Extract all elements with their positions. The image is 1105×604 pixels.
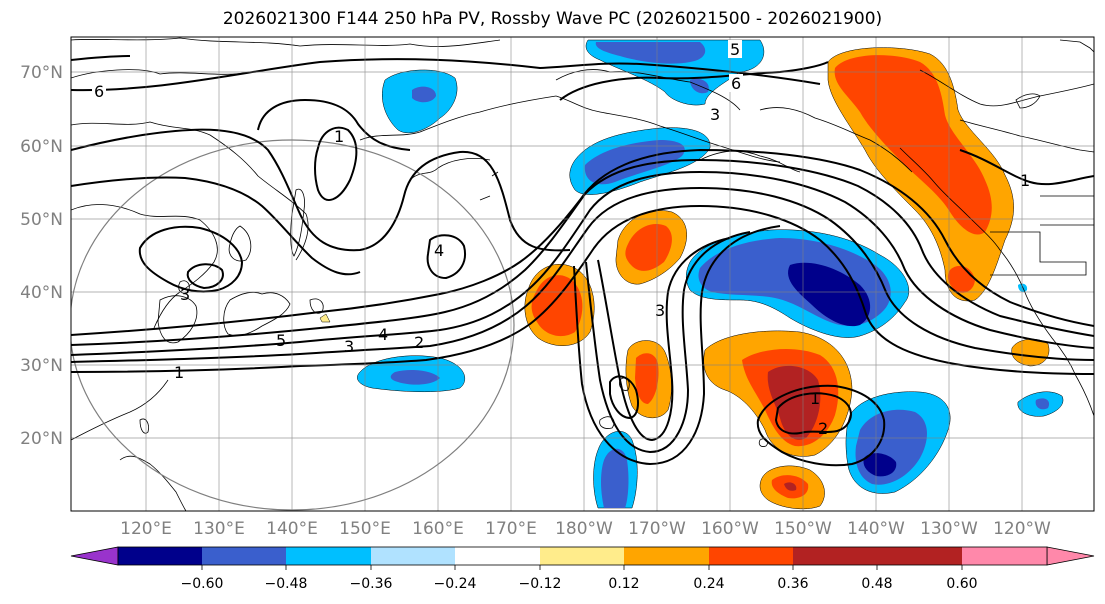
lon-label: 120°E [120, 519, 172, 539]
contour-labels: 6 5 6 1 4 3 5 4 3 2 1 3 1 2 1 3 [92, 40, 1030, 438]
colorbar-tick-label: 0.12 [608, 576, 639, 592]
lon-label: 120°W [993, 519, 1051, 539]
contour-label: 1 [334, 127, 344, 146]
colorbar-segment [118, 547, 203, 565]
contour-label: 3 [710, 105, 720, 124]
colorbar-tick-label: −0.48 [265, 576, 308, 592]
contour-label: 1 [1020, 171, 1030, 190]
lon-label: 140°W [847, 519, 905, 539]
lon-label: 130°E [193, 519, 245, 539]
contour-label: 6 [94, 82, 104, 101]
colorbar-segment [540, 547, 625, 565]
colorbar-segment [624, 547, 709, 565]
map-area: 6 5 6 1 4 3 5 4 3 2 1 3 1 2 1 3 [71, 37, 1094, 511]
contour-label: 1 [174, 363, 184, 382]
lon-label: 170°E [485, 519, 537, 539]
colorbar-tick-label: 0.60 [946, 576, 977, 592]
contour-label: 3 [180, 285, 190, 304]
contour-label: 2 [818, 419, 828, 438]
contour-label: 4 [434, 241, 444, 260]
lat-label: 60°N [20, 137, 63, 157]
colorbar-tick-label: −0.60 [181, 576, 224, 592]
contour-label: 2 [414, 333, 424, 352]
lat-label: 70°N [20, 63, 63, 83]
colorbar-segment [877, 547, 962, 565]
graticule [71, 37, 1094, 511]
lat-label: 30°N [20, 356, 63, 376]
colorbar-tick-label: −0.36 [350, 576, 393, 592]
pv-contours [71, 55, 1094, 467]
lon-label: 180°W [555, 519, 613, 539]
contour-label: 6 [731, 74, 741, 93]
contour-label: 4 [378, 325, 388, 344]
lon-label: 130°W [920, 519, 978, 539]
lat-label: 40°N [20, 283, 63, 303]
lon-label: 170°W [628, 519, 686, 539]
colorbar-segment [962, 547, 1047, 565]
contour-label: 3 [655, 301, 665, 320]
map-title: 2026021300 F144 250 hPa PV, Rossby Wave … [222, 9, 883, 29]
colorbar-tick-label: 0.48 [861, 576, 892, 592]
contour-label: 3 [344, 337, 354, 356]
lon-label: 150°E [339, 519, 391, 539]
lon-label: 160°E [412, 519, 464, 539]
map-frame [70, 36, 1095, 512]
colorbar-segment [455, 547, 540, 565]
lat-label: 20°N [20, 429, 63, 449]
colorbar-extend-high [1046, 546, 1095, 566]
colorbar-tick-label: 0.36 [777, 576, 808, 592]
lon-label: 140°E [266, 519, 318, 539]
negative-anomaly-fields [357, 39, 1064, 509]
colorbar-segment [793, 547, 878, 565]
lon-label: 160°W [701, 519, 759, 539]
lat-tick-labels: 70°N 60°N 50°N 40°N 30°N 20°N [20, 63, 63, 449]
colorbar-extend-low [70, 546, 119, 566]
lon-label: 150°W [774, 519, 832, 539]
colorbar-tick-label: −0.12 [519, 576, 562, 592]
colorbar-segment [709, 547, 794, 565]
contour-label: 1 [810, 389, 820, 408]
colorbar: −0.60 −0.48 −0.36 −0.24 −0.12 0.12 0.24 … [70, 546, 1095, 592]
lon-tick-labels: 120°E 130°E 140°E 150°E 160°E 170°E 180°… [120, 519, 1051, 539]
colorbar-tick-label: −0.24 [434, 576, 477, 592]
contour-label: 5 [730, 40, 740, 59]
colorbar-segment [202, 547, 287, 565]
colorbar-segment [286, 547, 371, 565]
contour-label: 5 [276, 331, 286, 350]
lat-label: 50°N [20, 210, 63, 230]
colorbar-segment [371, 547, 456, 565]
colorbar-tick-label: 0.24 [693, 576, 724, 592]
